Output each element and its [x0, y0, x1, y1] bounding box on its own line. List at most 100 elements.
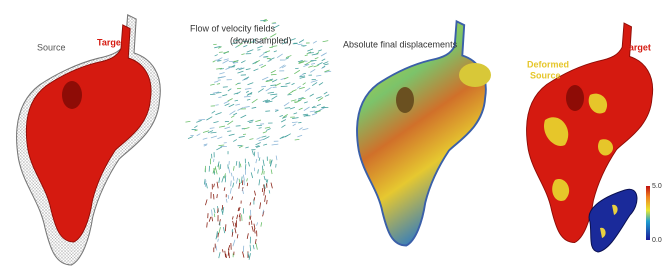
flow-arrow — [233, 240, 235, 247]
flow-arrow — [284, 102, 289, 106]
flow-arrow — [217, 231, 218, 237]
flow-arrow — [308, 66, 313, 68]
flow-arrow — [291, 100, 296, 101]
flow-arrow — [242, 252, 244, 258]
flow-arrow — [321, 54, 324, 56]
flow-arrow — [245, 164, 246, 169]
flow-arrow — [324, 64, 328, 65]
flow-arrow — [206, 183, 207, 188]
flow-arrow — [272, 80, 277, 82]
flow-arrow — [257, 222, 258, 225]
flow-arrow — [252, 99, 258, 103]
flow-arrow — [236, 161, 237, 166]
flow-arrow — [303, 83, 306, 85]
flow-arrow — [257, 46, 262, 48]
flow-arrow — [210, 128, 215, 129]
flow-arrow — [222, 249, 223, 252]
flow-arrow — [242, 180, 243, 185]
flow-arrow — [316, 75, 321, 76]
flow-arrow — [218, 239, 219, 242]
flow-arrow — [272, 96, 278, 100]
flow-arrow — [299, 128, 302, 130]
flow-arrow — [252, 226, 253, 232]
figure: Source Target Flow of velocity fields (d… — [0, 0, 668, 268]
flow-arrow — [260, 202, 261, 208]
flow-arrow — [215, 55, 218, 56]
flow-arrow — [248, 83, 254, 85]
flow-arrow — [256, 159, 257, 163]
flow-arrow — [215, 105, 218, 106]
flow-arrow — [243, 45, 247, 47]
flow-arrow — [241, 177, 242, 183]
flow-arrow — [216, 147, 222, 150]
flow-arrow — [270, 79, 274, 80]
flow-arrow — [292, 118, 298, 119]
flow-arrow — [199, 119, 206, 120]
label: Target — [624, 42, 651, 52]
flow-arrow — [310, 111, 315, 112]
flow-arrow — [313, 41, 317, 43]
flow-arrow — [214, 81, 218, 82]
flow-arrow — [294, 70, 300, 74]
flow-arrow — [217, 137, 222, 139]
flow-arrow — [271, 183, 272, 189]
flow-arrow — [292, 83, 295, 84]
flow-arrow — [264, 190, 265, 196]
flow-arrow — [235, 223, 236, 228]
flow-arrow — [233, 113, 237, 115]
flow-arrow — [269, 190, 270, 193]
flow-arrow — [233, 139, 237, 141]
flow-arrow — [312, 82, 317, 85]
flow-arrow — [258, 89, 264, 93]
flow-arrow — [261, 86, 266, 87]
flow-arrow — [266, 87, 272, 91]
flow-arrow — [297, 135, 302, 137]
flow-arrow — [317, 62, 322, 65]
flow-arrow — [224, 187, 225, 191]
flow-arrow — [246, 91, 249, 92]
flow-arrow — [242, 188, 243, 193]
flow-arrow — [254, 69, 259, 71]
flow-arrow — [261, 136, 266, 137]
flow-arrow — [218, 145, 224, 146]
flow-arrow — [281, 125, 285, 128]
panel-deformed: 5.0 0.0 Deformed Source Target — [527, 23, 662, 252]
flow-arrow — [217, 60, 221, 61]
flow-arrow — [254, 229, 255, 234]
label: Source — [37, 42, 66, 52]
flow-arrow — [204, 144, 208, 145]
flow-arrow — [299, 108, 303, 110]
flow-arrow — [213, 61, 216, 62]
flow-arrow — [323, 62, 328, 64]
flow-arrow — [215, 112, 221, 114]
flow-arrow — [272, 144, 279, 145]
flow-arrow — [265, 127, 270, 128]
flow-arrow — [210, 84, 214, 85]
flow-arrow — [212, 111, 215, 113]
flow-arrow — [261, 222, 262, 226]
flow-arrow — [314, 65, 319, 67]
flow-arrow — [290, 107, 295, 109]
flow-arrow — [263, 144, 267, 145]
flow-arrow — [250, 202, 251, 205]
flow-arrow — [188, 137, 193, 139]
flow-arrow — [305, 88, 310, 91]
flow-arrow — [205, 199, 207, 205]
flow-arrow — [248, 162, 249, 167]
flow-arrow — [214, 184, 215, 188]
flow-arrow — [231, 181, 232, 187]
flow-arrow — [250, 245, 251, 251]
flow-arrow — [211, 132, 217, 133]
vessel-ring — [396, 87, 414, 113]
flow-arrow — [241, 61, 245, 63]
flow-arrow — [228, 195, 229, 199]
flow-arrow — [224, 101, 229, 103]
vessel-ring — [566, 85, 584, 111]
flow-arrow — [297, 86, 301, 88]
colorbar-min: 0.0 — [652, 237, 662, 244]
flow-arrow — [219, 227, 221, 233]
flow-arrow — [302, 129, 308, 130]
flow-arrow — [266, 129, 270, 131]
flow-arrow — [213, 159, 214, 162]
flow-arrow — [251, 172, 252, 178]
